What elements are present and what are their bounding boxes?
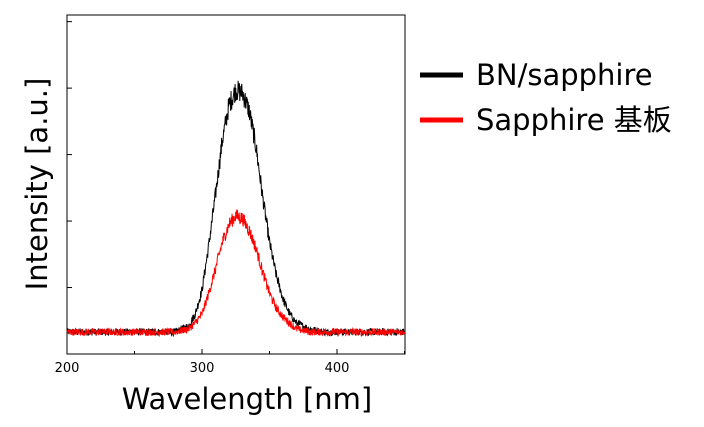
x-tick-label-400: 400: [325, 361, 350, 376]
plot-frame: [66, 14, 406, 355]
legend-label-sapphire-substrate: Sapphire 基板: [476, 103, 672, 137]
series-line-sapphire-substrate: [66, 209, 405, 337]
legend: BN/sapphire Sapphire 基板: [420, 58, 672, 137]
legend-label-bn-sapphire: BN/sapphire: [476, 58, 653, 92]
series-layer: [66, 80, 405, 338]
x-tick-label-200: 200: [55, 361, 80, 376]
x-axis-ticks: [66, 349, 405, 354]
y-axis-title: Intensity [a.u.]: [20, 78, 54, 291]
x-axis-title: Wavelength [nm]: [122, 382, 373, 416]
x-tick-label-300: 300: [190, 361, 215, 376]
y-axis-ticks: [67, 21, 72, 289]
